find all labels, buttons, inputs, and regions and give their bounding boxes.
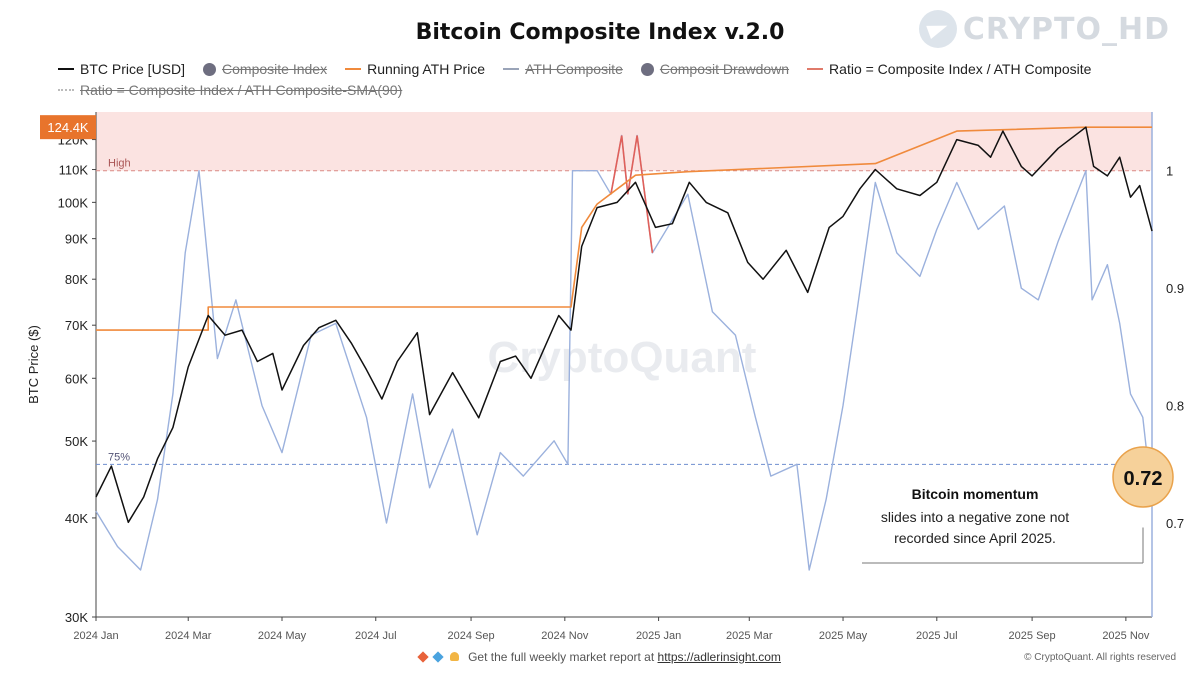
x-tick-label: 2025 Sep <box>1009 630 1056 642</box>
legend-label: Ratio = Composite Index / ATH Composite <box>829 61 1092 77</box>
x-tick-label: 2024 Jan <box>73 630 118 642</box>
y-tick-label: 110K <box>59 163 89 178</box>
legend-marker <box>345 68 362 70</box>
y2-tick-label: 1 <box>1166 164 1173 179</box>
y-tick-label: 60K <box>65 371 88 386</box>
footer-text: Get the full weekly market report at <box>468 650 655 664</box>
footer: Get the full weekly market report at htt… <box>0 650 1200 664</box>
legend-label: Composit Drawdown <box>659 61 790 77</box>
legend-label: Running ATH Price <box>367 61 486 77</box>
btc-price-line <box>95 126 1153 524</box>
y-tick-label: 90K <box>65 232 88 247</box>
legend-row: Ratio = Composite Index / ATH Composite-… <box>58 81 1168 99</box>
x-tick-label: 2024 Mar <box>165 630 212 642</box>
high-zone-label: High <box>108 158 131 170</box>
legend-item[interactable]: Ratio = Composite Index / ATH Composite-… <box>58 82 402 98</box>
chart-title: Bitcoin Composite Index v.2.0 <box>415 20 785 45</box>
legend-marker <box>203 62 217 76</box>
ratio-high-segment <box>610 135 623 195</box>
x-tick-label: 2025 May <box>819 630 868 642</box>
x-tick-label: 2025 Jan <box>636 630 681 642</box>
price-badge <box>40 115 96 140</box>
legend-row: BTC Price [USD] Composite Index Running AT… <box>58 60 1168 78</box>
legend-label: BTC Price [USD] <box>80 61 186 77</box>
y2-tick-label: 0.8 <box>1166 399 1184 414</box>
watermark-brand: CRYPTO_HD <box>918 10 1170 48</box>
y-tick-label: 50K <box>65 434 88 449</box>
legend-item[interactable]: Composit Drawdown <box>640 61 790 77</box>
annotation-line-1: slides into a negative zone not <box>881 509 1069 525</box>
legend-item[interactable]: ATH Composite <box>503 61 623 77</box>
y-axis-label: BTC Price ($) <box>26 325 41 404</box>
low-zone-label: 75% <box>108 451 130 463</box>
legend-label: Composite Index <box>222 61 328 77</box>
value-badge <box>1112 446 1174 508</box>
ratio-high-segment <box>636 135 654 254</box>
value-badge-label: 0.72 <box>1124 468 1163 490</box>
x-tick-label: 2025 Mar <box>726 630 773 642</box>
x-tick-label: 2024 Sep <box>448 630 495 642</box>
ratio-high-segment <box>620 135 629 195</box>
legend-item[interactable]: BTC Price [USD] <box>58 61 185 77</box>
legend-item[interactable]: Ratio = Composite Index / ATH Composite <box>807 61 1091 77</box>
x-tick-label: 2024 Nov <box>541 630 589 642</box>
running-ath-line <box>96 126 1152 331</box>
footer-link[interactable]: https://adlerinsight.com <box>657 650 781 664</box>
y-tick-label: 30K <box>65 610 88 625</box>
legend: BTC Price [USD] Composite Index Running AT… <box>58 60 1168 102</box>
legend-marker <box>640 62 654 76</box>
telegram-plane-icon <box>918 10 957 48</box>
legend-label: ATH Composite <box>525 61 623 77</box>
legend-marker <box>807 68 824 70</box>
x-tick-label: 2025 Jul <box>916 630 958 642</box>
legend-item[interactable]: Running ATH Price <box>345 61 485 77</box>
watermark-text: CRYPTO_HD <box>962 11 1170 47</box>
legend-marker <box>503 68 520 70</box>
price-badge-label: 124.4K <box>47 120 89 135</box>
legend-marker <box>58 68 74 70</box>
gem-icon <box>432 651 445 663</box>
annotation-line-2: recorded since April 2025. <box>894 530 1056 546</box>
legend-label: Ratio = Composite Index / ATH Composite-… <box>80 82 403 98</box>
x-tick-label: 2025 Nov <box>1102 630 1150 642</box>
copyright: © CryptoQuant. All rights reserved <box>1024 652 1176 663</box>
y2-tick-label: 0.7 <box>1166 516 1184 531</box>
y-tick-label: 100K <box>58 195 89 210</box>
y-tick-label: 70K <box>65 318 88 333</box>
legend-marker <box>58 89 74 91</box>
y2-tick-label: 0.9 <box>1166 281 1184 296</box>
legend-item[interactable]: Composite Index <box>203 61 327 77</box>
x-tick-label: 2024 May <box>258 630 307 642</box>
hands-icon <box>449 652 459 661</box>
y-tick-label: 40K <box>65 511 88 526</box>
x-tick-label: 2024 Jul <box>355 630 397 642</box>
annotation-title: Bitcoin momentum <box>912 486 1039 502</box>
y-tick-label: 80K <box>65 272 88 287</box>
ratio-high-segment <box>627 135 638 195</box>
diamond-icon <box>417 651 429 663</box>
